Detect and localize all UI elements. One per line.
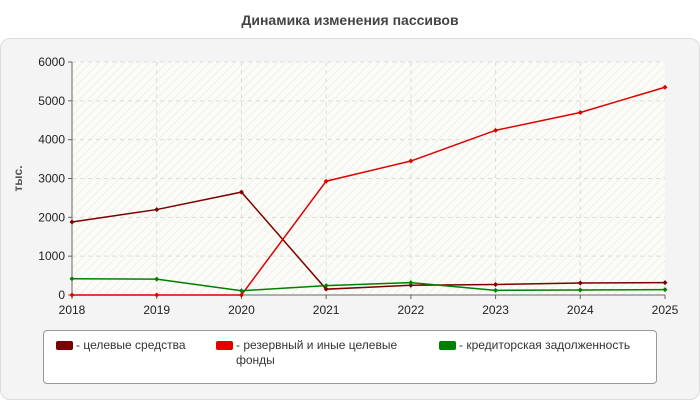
series-point-1 bbox=[69, 292, 75, 298]
legend-label-0: - целевые средства bbox=[76, 338, 186, 352]
y-tick-label: 4000 bbox=[38, 133, 65, 147]
x-tick-label: 2020 bbox=[228, 303, 255, 317]
y-tick-label: 6000 bbox=[38, 55, 65, 69]
legend-swatch-1 bbox=[216, 341, 233, 350]
series-point-0 bbox=[408, 282, 414, 288]
series-point-0 bbox=[577, 280, 583, 286]
legend-label-1: - резервный и иные целевые фонды bbox=[236, 338, 398, 367]
y-tick-label: 1000 bbox=[38, 249, 65, 263]
series-point-2 bbox=[69, 276, 75, 282]
series-point-2 bbox=[323, 283, 329, 289]
y-axis-label: тыс. bbox=[11, 165, 25, 191]
series-point-2 bbox=[577, 287, 583, 293]
legend-swatch-2 bbox=[439, 341, 456, 350]
series-point-0 bbox=[69, 219, 75, 225]
legend: - целевые средства - резервный и иные це… bbox=[43, 330, 657, 384]
x-tick-label: 2021 bbox=[313, 303, 340, 317]
series-point-2 bbox=[154, 276, 160, 282]
series-point-2 bbox=[493, 287, 499, 293]
series-line-1 bbox=[72, 86, 666, 296]
series-point-1 bbox=[408, 158, 414, 164]
axes: 0 1000 2000 3000 4000 5000 6000 2018 2019 2020 202… bbox=[38, 55, 678, 317]
series-point-1 bbox=[323, 178, 329, 184]
series-point-2 bbox=[238, 288, 244, 294]
y-tick-label: 2000 bbox=[38, 210, 65, 224]
legend-swatch-0 bbox=[56, 341, 73, 350]
x-tick-label: 2022 bbox=[398, 303, 425, 317]
series-point-1 bbox=[577, 109, 583, 115]
series-point-2 bbox=[408, 280, 414, 286]
x-tick-label: 2018 bbox=[59, 303, 86, 317]
series-point-0 bbox=[662, 280, 668, 286]
x-tick-label: 2024 bbox=[567, 303, 594, 317]
y-tick-label: 3000 bbox=[38, 172, 65, 186]
series-lines bbox=[69, 84, 668, 298]
y-tick-label: 0 bbox=[58, 288, 65, 302]
grid bbox=[72, 61, 665, 295]
series-point-0 bbox=[323, 286, 329, 292]
series-point-0 bbox=[154, 207, 160, 213]
x-tick-label: 2019 bbox=[143, 303, 170, 317]
series-point-0 bbox=[493, 282, 499, 288]
series-point-0 bbox=[238, 189, 244, 195]
legend-label-2: - кредиторская задолженность bbox=[459, 338, 631, 352]
series-point-1 bbox=[238, 292, 244, 298]
series-point-1 bbox=[662, 84, 668, 90]
series-point-1 bbox=[493, 127, 499, 133]
series-line-2 bbox=[71, 277, 666, 292]
series-point-2 bbox=[662, 287, 668, 293]
x-tick-label: 2023 bbox=[482, 303, 509, 317]
series-line-0 bbox=[71, 191, 666, 290]
series-point-1 bbox=[154, 292, 160, 298]
y-tick-label: 5000 bbox=[38, 94, 65, 108]
x-tick-label: 2025 bbox=[652, 303, 679, 317]
chart-title: Динамика изменения пассивов bbox=[241, 12, 459, 28]
